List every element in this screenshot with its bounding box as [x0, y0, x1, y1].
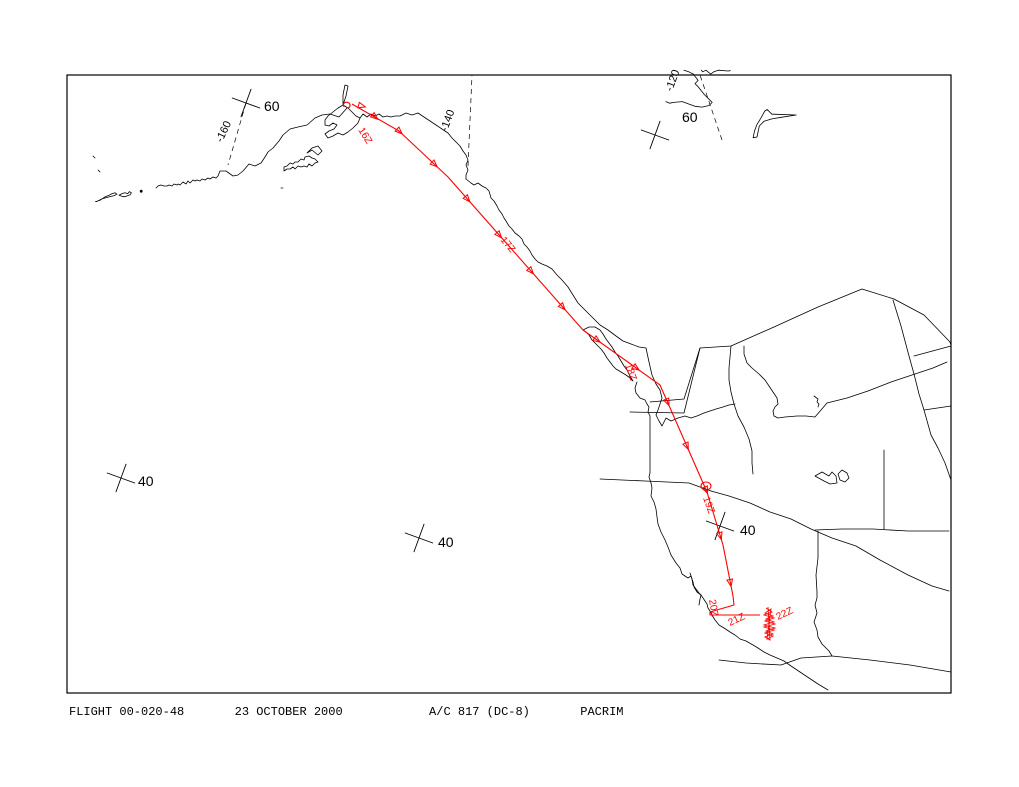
- svg-text:19Z: 19Z: [700, 495, 716, 515]
- svg-text:40: 40: [740, 522, 756, 538]
- svg-text:21Z: 21Z: [727, 611, 747, 628]
- svg-text:40: 40: [138, 473, 154, 489]
- svg-text:-160: -160: [214, 119, 234, 144]
- svg-text:60: 60: [264, 98, 280, 114]
- svg-text:60: 60: [682, 109, 698, 125]
- svg-text:40: 40: [438, 534, 454, 550]
- svg-text:16Z: 16Z: [355, 126, 373, 146]
- svg-text:20Z: 20Z: [706, 599, 720, 618]
- svg-text:22Z: 22Z: [775, 605, 795, 622]
- svg-text:-120: -120: [664, 68, 683, 93]
- svg-text:-140: -140: [439, 108, 458, 133]
